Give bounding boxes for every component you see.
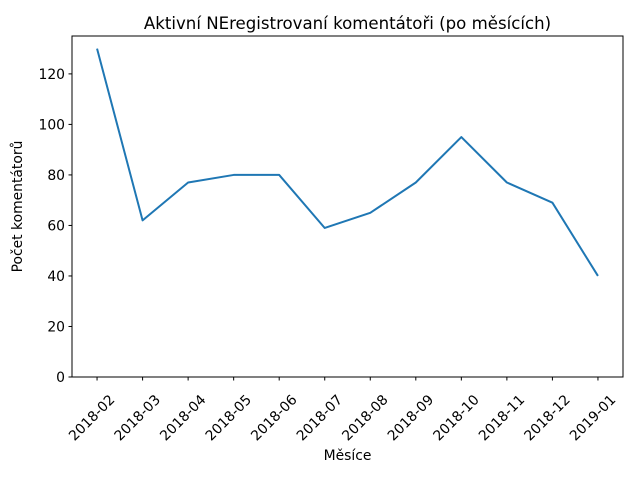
y-tick-label: 0: [56, 370, 65, 386]
x-tick-label: 2018-12: [521, 392, 573, 444]
plot-frame: [71, 35, 624, 378]
y-tick-label: 40: [47, 269, 65, 285]
x-tick-label: 2018-10: [430, 392, 482, 444]
x-tick-label: 2018-07: [294, 392, 346, 444]
data-line: [96, 48, 599, 277]
x-tick-label: 2018-11: [476, 392, 528, 444]
y-tick-label: 120: [38, 67, 65, 83]
x-axis-label: Měsíce: [324, 448, 372, 464]
y-tick-label: 20: [47, 319, 65, 335]
x-tick-label: 2018-02: [66, 392, 118, 444]
y-tick-label: 100: [38, 117, 65, 133]
y-axis-label: Počet komentátorů: [10, 141, 26, 273]
y-tick-label: 80: [47, 168, 65, 184]
x-tick-label: 2018-04: [157, 392, 209, 444]
x-tick-label: 2018-06: [248, 392, 300, 444]
x-tick-label: 2018-03: [112, 392, 164, 444]
x-tick-label: 2019-01: [567, 392, 619, 444]
x-tick-label: 2018-08: [339, 392, 391, 444]
chart-title: Aktivní NEregistrovaní komentátoři (po m…: [144, 14, 551, 33]
y-tick-label: 60: [47, 218, 65, 234]
x-tick-label: 2018-05: [203, 392, 255, 444]
x-tick-label: 2018-09: [385, 392, 437, 444]
